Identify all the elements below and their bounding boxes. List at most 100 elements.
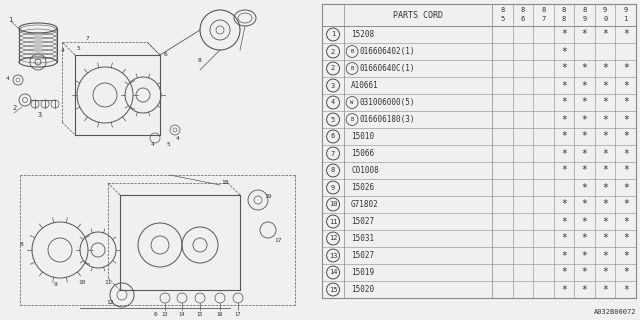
- Text: 15208: 15208: [351, 30, 374, 39]
- Text: 17: 17: [235, 313, 241, 317]
- Text: 3: 3: [38, 112, 42, 118]
- Text: 13: 13: [329, 252, 337, 259]
- Text: *: *: [623, 182, 628, 193]
- Text: *: *: [602, 165, 608, 175]
- Text: 8: 8: [521, 7, 525, 13]
- Text: 4: 4: [331, 100, 335, 106]
- Text: *: *: [582, 251, 588, 260]
- Text: *: *: [561, 251, 567, 260]
- Text: *: *: [582, 115, 588, 124]
- Text: 15031: 15031: [351, 234, 374, 243]
- Text: A10661: A10661: [351, 81, 379, 90]
- Text: 016606180(3): 016606180(3): [359, 115, 415, 124]
- Text: 4: 4: [176, 135, 180, 140]
- Text: B: B: [351, 66, 354, 71]
- Text: 18: 18: [221, 180, 228, 186]
- Text: *: *: [602, 63, 608, 74]
- Text: 14: 14: [329, 269, 337, 276]
- Text: 15020: 15020: [351, 285, 374, 294]
- Text: *: *: [623, 268, 628, 277]
- Text: *: *: [623, 63, 628, 74]
- Text: 14: 14: [179, 313, 185, 317]
- Text: A032B00072: A032B00072: [593, 309, 636, 315]
- Text: 031006000(5): 031006000(5): [359, 98, 415, 107]
- Text: 6: 6: [331, 133, 335, 140]
- Text: *: *: [582, 284, 588, 294]
- Text: 2: 2: [13, 105, 17, 111]
- Text: *: *: [623, 132, 628, 141]
- Text: 15066: 15066: [351, 149, 374, 158]
- Text: W: W: [351, 100, 354, 105]
- Text: 9: 9: [331, 185, 335, 190]
- Text: *: *: [602, 148, 608, 158]
- Text: *: *: [561, 148, 567, 158]
- Text: 15: 15: [329, 286, 337, 292]
- Text: 7: 7: [331, 150, 335, 156]
- Text: *: *: [623, 284, 628, 294]
- Text: *: *: [561, 217, 567, 227]
- Text: *: *: [623, 217, 628, 227]
- Text: *: *: [602, 217, 608, 227]
- Text: 2: 2: [331, 49, 335, 54]
- Text: *: *: [623, 199, 628, 210]
- Text: 9: 9: [603, 7, 607, 13]
- Text: *: *: [623, 234, 628, 244]
- Text: 8: 8: [562, 16, 566, 22]
- Text: 4: 4: [6, 76, 10, 81]
- Text: *: *: [623, 29, 628, 39]
- Text: *: *: [582, 165, 588, 175]
- Text: *: *: [602, 182, 608, 193]
- Text: 5: 5: [166, 142, 170, 148]
- Text: *: *: [602, 199, 608, 210]
- Text: 13: 13: [162, 313, 168, 317]
- Text: 8: 8: [331, 167, 335, 173]
- Text: *: *: [561, 46, 567, 57]
- Text: *: *: [561, 199, 567, 210]
- Text: *: *: [602, 284, 608, 294]
- Text: *: *: [582, 98, 588, 108]
- Text: 3: 3: [331, 83, 335, 89]
- Text: 17: 17: [275, 237, 282, 243]
- Text: 9: 9: [582, 16, 587, 22]
- Text: *: *: [582, 199, 588, 210]
- Text: *: *: [582, 132, 588, 141]
- Text: 12: 12: [106, 300, 114, 306]
- Text: 7: 7: [86, 36, 90, 41]
- Text: 6: 6: [163, 52, 167, 58]
- Text: 6: 6: [153, 311, 157, 316]
- Text: *: *: [602, 29, 608, 39]
- Text: 8: 8: [500, 7, 504, 13]
- Text: 16: 16: [217, 313, 223, 317]
- Text: 15027: 15027: [351, 251, 374, 260]
- Text: *: *: [561, 115, 567, 124]
- Text: B: B: [351, 49, 354, 54]
- Text: *: *: [602, 81, 608, 91]
- Text: *: *: [623, 165, 628, 175]
- Text: *: *: [623, 81, 628, 91]
- Text: *: *: [623, 251, 628, 260]
- Text: *: *: [561, 98, 567, 108]
- Text: *: *: [623, 98, 628, 108]
- Text: *: *: [582, 182, 588, 193]
- Text: 7: 7: [541, 16, 545, 22]
- Text: *: *: [582, 148, 588, 158]
- Text: 9: 9: [623, 7, 628, 13]
- Text: *: *: [602, 251, 608, 260]
- Text: 8: 8: [198, 58, 202, 62]
- Text: 15010: 15010: [351, 132, 374, 141]
- Text: *: *: [561, 165, 567, 175]
- Text: *: *: [582, 268, 588, 277]
- Text: 6: 6: [521, 16, 525, 22]
- Text: *: *: [561, 284, 567, 294]
- Text: *: *: [582, 234, 588, 244]
- Text: PARTS CORD: PARTS CORD: [393, 11, 443, 20]
- Text: *: *: [561, 81, 567, 91]
- Text: 0: 0: [603, 16, 607, 22]
- Text: 5: 5: [500, 16, 504, 22]
- Text: 10: 10: [329, 202, 337, 207]
- Text: *: *: [561, 234, 567, 244]
- Text: *: *: [561, 29, 567, 39]
- Text: 15: 15: [196, 313, 204, 317]
- Text: 01660640C(1): 01660640C(1): [359, 64, 415, 73]
- Text: 19: 19: [264, 194, 272, 198]
